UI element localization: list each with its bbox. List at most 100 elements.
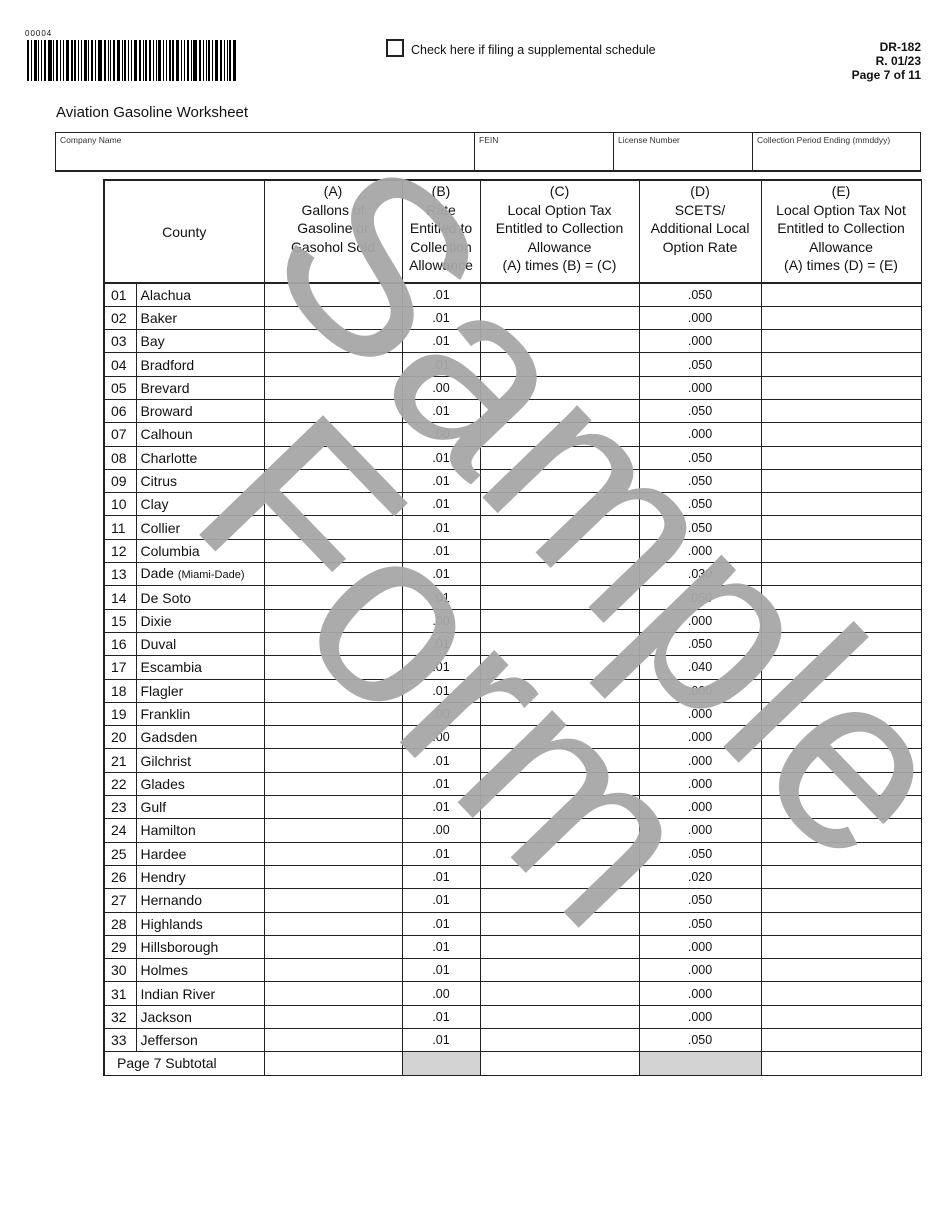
tax-e-input[interactable] [760, 748, 922, 773]
tax-c-input[interactable] [479, 888, 640, 913]
gallons-input[interactable] [263, 1004, 403, 1030]
tax-e-input[interactable] [760, 771, 922, 797]
tax-c-input[interactable] [479, 911, 640, 936]
tax-e-input[interactable] [760, 445, 922, 470]
tax-c-input[interactable] [479, 795, 640, 820]
tax-c-input[interactable] [479, 538, 640, 564]
tax-e-input[interactable] [760, 958, 922, 983]
tax-c-input[interactable] [479, 398, 640, 424]
gallons-input[interactable] [263, 608, 403, 633]
tax-c-input[interactable] [479, 352, 640, 377]
tax-e-input[interactable] [760, 1027, 922, 1053]
tax-c-input[interactable] [479, 422, 640, 447]
fein-field[interactable]: FEIN [475, 133, 614, 170]
tax-c-input[interactable] [479, 655, 640, 680]
tax-e-input[interactable] [760, 888, 922, 913]
gallons-input[interactable] [263, 701, 403, 727]
tax-e-input[interactable] [760, 1004, 922, 1030]
tax-c-input[interactable] [479, 631, 640, 657]
gallons-input[interactable] [263, 818, 403, 843]
gallons-input[interactable] [263, 375, 403, 400]
tax-e-input[interactable] [760, 492, 922, 517]
tax-e-input[interactable] [760, 329, 922, 354]
tax-c-input[interactable] [479, 1027, 640, 1053]
tax-e-input[interactable] [760, 398, 922, 424]
tax-c-input[interactable] [479, 329, 640, 354]
tax-e-input[interactable] [760, 468, 922, 494]
tax-c-input[interactable] [479, 585, 640, 610]
tax-c-input[interactable] [479, 725, 640, 750]
gallons-input[interactable] [263, 771, 403, 797]
tax-c-input[interactable] [479, 608, 640, 633]
gallons-input[interactable] [263, 981, 403, 1006]
tax-e-input[interactable] [760, 841, 922, 866]
gallons-input[interactable] [263, 562, 403, 587]
gallons-input[interactable] [263, 958, 403, 983]
tax-c-input[interactable] [479, 305, 640, 331]
tax-e-input[interactable] [760, 515, 922, 540]
gallons-input[interactable] [263, 934, 403, 960]
tax-c-input[interactable] [479, 445, 640, 470]
tax-c-input[interactable] [479, 981, 640, 1006]
tax-c-input[interactable] [479, 468, 640, 494]
tax-c-input[interactable] [479, 282, 640, 307]
subtotal-a[interactable] [263, 1051, 403, 1076]
company-name-field[interactable]: Company Name [56, 133, 475, 170]
gallons-input[interactable] [263, 445, 403, 470]
gallons-input[interactable] [263, 515, 403, 540]
supplemental-checkbox[interactable] [386, 39, 404, 57]
tax-e-input[interactable] [760, 562, 922, 587]
tax-e-input[interactable] [760, 655, 922, 680]
tax-e-input[interactable] [760, 981, 922, 1006]
tax-e-input[interactable] [760, 934, 922, 960]
tax-e-input[interactable] [760, 701, 922, 727]
tax-e-input[interactable] [760, 585, 922, 610]
supplemental-schedule-option[interactable]: Check here if filing a supplemental sche… [386, 39, 656, 57]
tax-c-input[interactable] [479, 818, 640, 843]
subtotal-e[interactable] [760, 1051, 922, 1076]
tax-c-input[interactable] [479, 748, 640, 773]
subtotal-c[interactable] [479, 1051, 640, 1076]
tax-e-input[interactable] [760, 631, 922, 657]
tax-c-input[interactable] [479, 864, 640, 890]
license-number-field[interactable]: License Number [614, 133, 753, 170]
tax-c-input[interactable] [479, 701, 640, 727]
tax-e-input[interactable] [760, 352, 922, 377]
tax-e-input[interactable] [760, 864, 922, 890]
gallons-input[interactable] [263, 841, 403, 866]
gallons-input[interactable] [263, 352, 403, 377]
gallons-input[interactable] [263, 655, 403, 680]
tax-e-input[interactable] [760, 795, 922, 820]
tax-e-input[interactable] [760, 911, 922, 936]
tax-c-input[interactable] [479, 375, 640, 400]
collection-period-field[interactable]: Collection Period Ending (mmddyy) [757, 135, 891, 145]
tax-c-input[interactable] [479, 678, 640, 703]
tax-c-input[interactable] [479, 958, 640, 983]
gallons-input[interactable] [263, 725, 403, 750]
tax-c-input[interactable] [479, 562, 640, 587]
tax-e-input[interactable] [760, 305, 922, 331]
tax-e-input[interactable] [760, 818, 922, 843]
gallons-input[interactable] [263, 864, 403, 890]
tax-c-input[interactable] [479, 771, 640, 797]
gallons-input[interactable] [263, 329, 403, 354]
tax-c-input[interactable] [479, 1004, 640, 1030]
gallons-input[interactable] [263, 631, 403, 657]
tax-e-input[interactable] [760, 608, 922, 633]
gallons-input[interactable] [263, 1027, 403, 1053]
gallons-input[interactable] [263, 678, 403, 703]
tax-e-input[interactable] [760, 282, 922, 307]
gallons-input[interactable] [263, 305, 403, 331]
tax-e-input[interactable] [760, 375, 922, 400]
gallons-input[interactable] [263, 795, 403, 820]
gallons-input[interactable] [263, 398, 403, 424]
tax-e-input[interactable] [760, 422, 922, 447]
gallons-input[interactable] [263, 888, 403, 913]
gallons-input[interactable] [263, 585, 403, 610]
gallons-input[interactable] [263, 538, 403, 564]
tax-e-input[interactable] [760, 725, 922, 750]
gallons-input[interactable] [263, 282, 403, 307]
tax-c-input[interactable] [479, 934, 640, 960]
tax-e-input[interactable] [760, 538, 922, 564]
gallons-input[interactable] [263, 492, 403, 517]
